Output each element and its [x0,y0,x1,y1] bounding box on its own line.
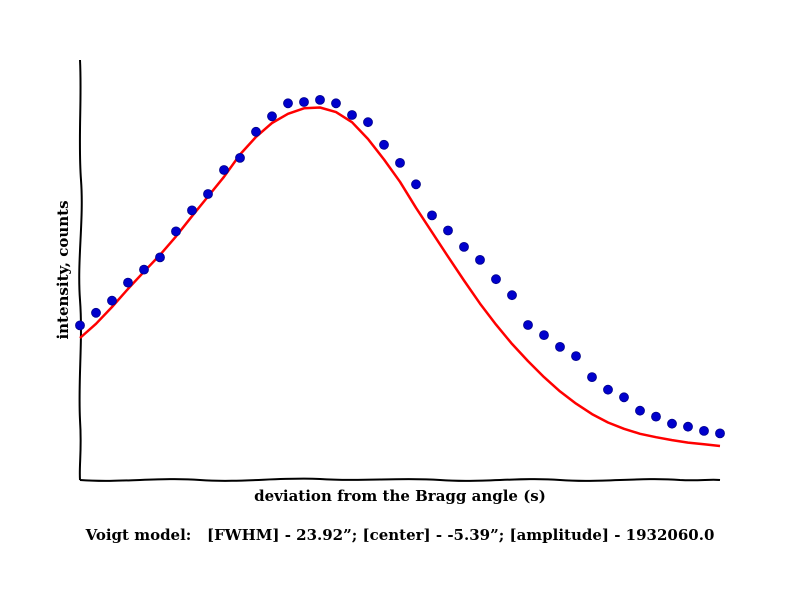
data-point [267,111,277,122]
data-point [475,254,485,265]
data-point [523,320,533,330]
data-point [139,264,149,275]
data-point [299,97,309,107]
data-point [75,320,85,331]
data-point [587,372,597,383]
data-point [187,205,197,216]
data-point [363,117,373,128]
data-point [411,179,421,190]
data-point [699,425,709,436]
data-point [155,252,165,263]
data-point [395,157,405,168]
data-point [123,277,133,288]
y-axis-label: intensity, counts [54,200,72,339]
data-point [635,405,645,416]
data-point [331,98,341,109]
x-axis-label: deviation from the Bragg angle (s) [254,487,546,505]
data-point [571,351,581,362]
data-point [443,225,453,236]
data-point [379,139,389,150]
data-point [491,274,501,285]
data-point [555,341,565,352]
y-axis [78,59,83,481]
data-point [667,418,677,429]
data-point [347,110,357,120]
data-point [203,189,213,199]
plot-area [75,95,725,448]
data-point [507,290,517,301]
data-point [539,330,549,341]
data-point [171,226,181,237]
data-point [91,307,101,318]
model-caption: Voigt model: [FWHM] - 23.92”; [center] -… [85,526,715,544]
data-point [251,126,261,137]
data-point [651,411,661,422]
x-axis [79,477,721,482]
data-point [603,384,613,395]
data-point [427,210,437,221]
data-point [235,152,245,163]
data-point [619,392,629,403]
data-point [219,165,229,175]
data-point [683,421,693,432]
fit-line [79,106,721,448]
data-point [107,295,117,306]
data-point [315,95,325,105]
data-point [459,241,469,252]
data-point [715,428,725,439]
data-point [283,98,293,109]
